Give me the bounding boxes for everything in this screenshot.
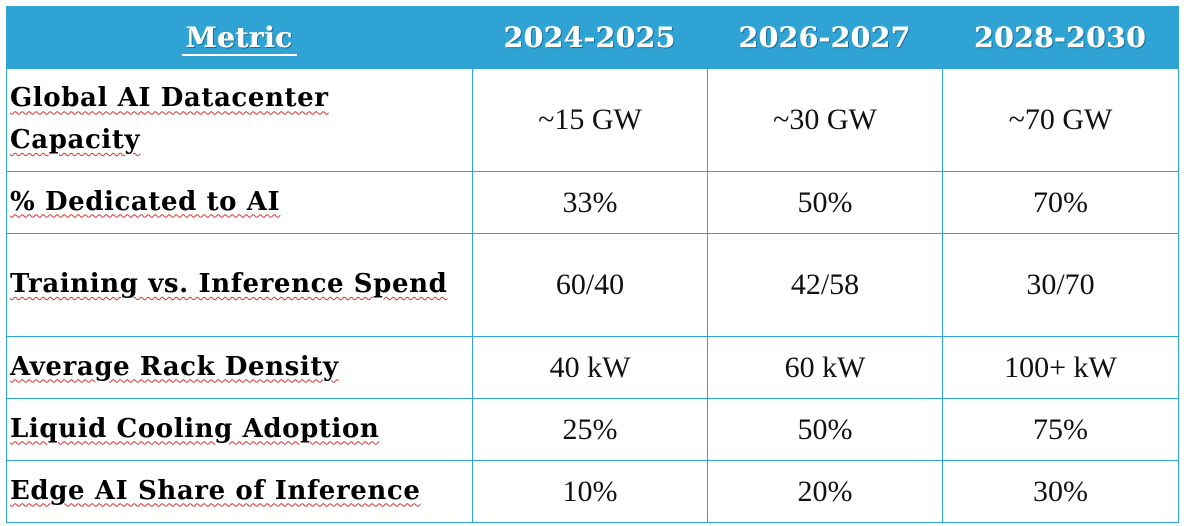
- table-cell: 20%: [707, 460, 943, 523]
- header-metric-label: Metric: [181, 21, 298, 56]
- header-2026-2027: 2026-2027: [707, 6, 943, 69]
- table-row: Edge AI Share of Inference 10% 20% 30%: [6, 460, 1179, 523]
- table-cell: ~15 GW: [472, 68, 708, 172]
- header-2024-2025: 2024-2025: [472, 6, 708, 69]
- table-row: Liquid Cooling Adoption 25% 50% 75%: [6, 398, 1179, 461]
- table-cell: 100+ kW: [942, 336, 1179, 399]
- row-label-text: Training vs. Inference Spend: [10, 269, 448, 300]
- table-cell: 33%: [472, 171, 708, 234]
- row-label-text: Liquid Cooling Adoption: [10, 413, 380, 444]
- row-label: % Dedicated to AI: [6, 171, 473, 234]
- table-cell: 60 kW: [707, 336, 943, 399]
- header-metric: Metric: [6, 6, 473, 69]
- table-cell: 30/70: [942, 233, 1179, 337]
- row-label: Training vs. Inference Spend: [6, 233, 473, 337]
- table-cell: 70%: [942, 171, 1179, 234]
- table-cell: ~30 GW: [707, 68, 943, 172]
- row-label: Edge AI Share of Inference: [6, 460, 473, 523]
- table-cell: 50%: [707, 398, 943, 461]
- table-cell: 10%: [472, 460, 708, 523]
- row-label-text: Average Rack Density: [10, 351, 339, 382]
- table-cell: 50%: [707, 171, 943, 234]
- table-row: Average Rack Density 40 kW 60 kW 100+ kW: [6, 336, 1179, 399]
- table-row: % Dedicated to AI 33% 50% 70%: [6, 171, 1179, 234]
- table-row: Global AI Datacenter Capacity ~15 GW ~30…: [6, 68, 1179, 172]
- metrics-table: Metric 2024-2025 2026-2027 2028-2030 Glo…: [6, 6, 1179, 523]
- table-cell: 75%: [942, 398, 1179, 461]
- row-label-text: Edge AI Share of Inference: [10, 475, 421, 506]
- header-2028-2030: 2028-2030: [942, 6, 1179, 69]
- table-cell: 42/58: [707, 233, 943, 337]
- row-label: Liquid Cooling Adoption: [6, 398, 473, 461]
- table-cell: 40 kW: [472, 336, 708, 399]
- row-label: Average Rack Density: [6, 336, 473, 399]
- table-row: Training vs. Inference Spend 60/40 42/58…: [6, 233, 1179, 337]
- table-cell: 60/40: [472, 233, 708, 337]
- row-label: Global AI Datacenter Capacity: [6, 68, 473, 172]
- table-cell: 30%: [942, 460, 1179, 523]
- row-label-text: Global AI Datacenter Capacity: [10, 83, 329, 155]
- table-cell: 25%: [472, 398, 708, 461]
- header-row: Metric 2024-2025 2026-2027 2028-2030: [6, 6, 1179, 69]
- table-container: Metric 2024-2025 2026-2027 2028-2030 Glo…: [6, 6, 1179, 523]
- table-cell: ~70 GW: [942, 68, 1179, 172]
- row-label-text: % Dedicated to AI: [10, 186, 281, 217]
